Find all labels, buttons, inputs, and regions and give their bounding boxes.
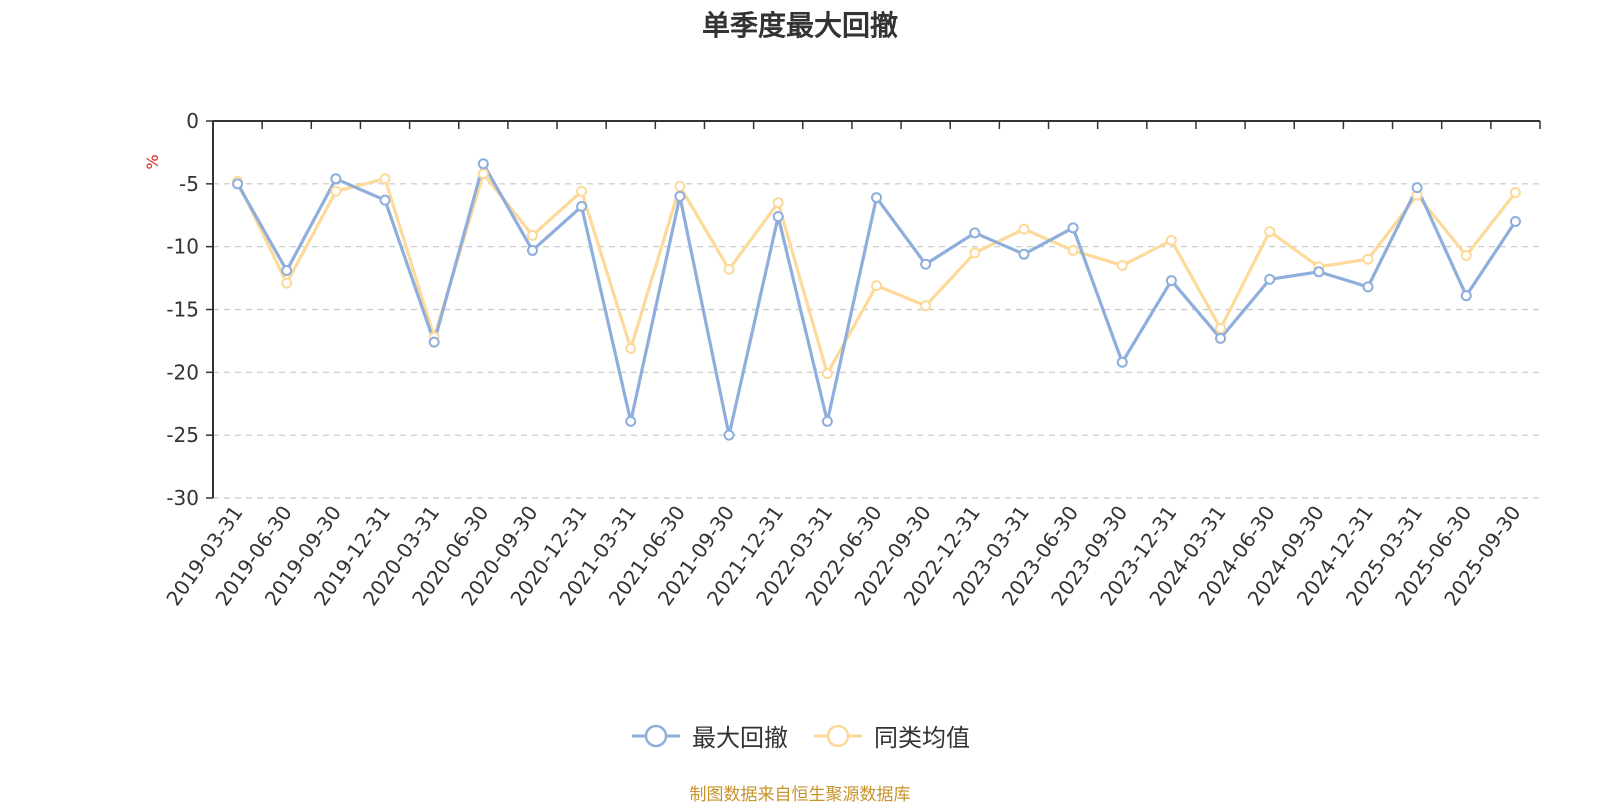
data-point bbox=[428, 336, 440, 348]
data-point bbox=[330, 185, 342, 197]
data-point bbox=[232, 178, 244, 190]
data-point bbox=[871, 192, 882, 204]
y-tick-label: -10 bbox=[166, 235, 199, 259]
y-tick-label: -5 bbox=[179, 172, 199, 196]
data-point bbox=[821, 368, 833, 380]
data-point bbox=[1215, 332, 1227, 344]
data-point bbox=[625, 415, 637, 427]
y-tick-label: -20 bbox=[166, 360, 199, 384]
data-point bbox=[526, 244, 538, 256]
data-point bbox=[723, 429, 735, 441]
y-tick-label: -15 bbox=[166, 298, 199, 322]
data-point bbox=[920, 300, 932, 312]
chart-title: 单季度最大回撤 bbox=[701, 9, 898, 42]
y-tick-label: -30 bbox=[166, 486, 199, 510]
data-point bbox=[1165, 275, 1177, 287]
y-axis-label: % bbox=[143, 154, 162, 169]
data-point bbox=[871, 280, 882, 292]
data-point bbox=[1067, 244, 1079, 256]
data-point bbox=[969, 227, 981, 239]
data-point bbox=[772, 211, 784, 223]
data-point bbox=[674, 180, 686, 192]
data-point bbox=[920, 258, 932, 270]
data-point bbox=[1411, 182, 1423, 194]
data-point bbox=[1165, 234, 1177, 246]
data-point bbox=[526, 229, 538, 241]
data-point bbox=[576, 185, 588, 197]
data-point bbox=[379, 173, 391, 185]
data-point bbox=[1460, 290, 1472, 302]
legend-swatch-icon bbox=[814, 724, 862, 747]
data-point bbox=[1362, 281, 1374, 293]
legend-label: 最大回撤 bbox=[692, 724, 788, 752]
data-point bbox=[1116, 356, 1128, 368]
data-point bbox=[969, 247, 981, 259]
data-point bbox=[1509, 187, 1521, 199]
data-point bbox=[281, 265, 293, 277]
data-point bbox=[1018, 223, 1030, 235]
legend-item-2[interactable]: 同类均值 bbox=[812, 718, 970, 753]
data-point bbox=[281, 277, 293, 289]
data-point bbox=[723, 263, 735, 275]
data-point bbox=[625, 342, 637, 354]
data-point bbox=[1018, 248, 1030, 260]
legend-item-1[interactable]: 最大回撤 bbox=[630, 718, 788, 753]
data-point bbox=[1313, 266, 1325, 278]
legend-label: 同类均值 bbox=[874, 724, 970, 752]
data-point bbox=[477, 158, 489, 170]
data-point bbox=[1215, 322, 1227, 334]
data-point bbox=[1067, 222, 1079, 234]
data-point bbox=[821, 415, 833, 427]
data-point bbox=[1264, 273, 1276, 285]
data-point bbox=[330, 173, 342, 185]
data-point bbox=[674, 190, 686, 202]
data-point bbox=[576, 200, 588, 212]
data-point bbox=[379, 194, 391, 206]
data-point bbox=[1116, 260, 1128, 272]
data-point bbox=[1362, 253, 1374, 265]
y-tick-label: -25 bbox=[166, 423, 199, 447]
data-point bbox=[477, 168, 489, 180]
data-point bbox=[772, 197, 784, 209]
data-point bbox=[1509, 216, 1521, 228]
legend: 最大回撤 同类均值 bbox=[0, 718, 1600, 753]
y-tick-label: 0 bbox=[186, 109, 199, 133]
series-line-1 bbox=[236, 162, 1517, 437]
legend-swatch-icon bbox=[632, 724, 680, 747]
data-point bbox=[1460, 249, 1472, 261]
source-note: 制图数据来自恒生聚源数据库 bbox=[689, 785, 911, 805]
data-point bbox=[1264, 226, 1276, 238]
